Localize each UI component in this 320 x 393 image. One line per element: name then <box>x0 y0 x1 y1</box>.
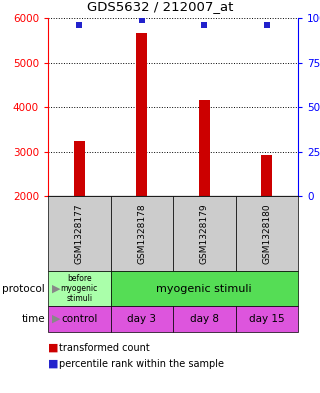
Text: day 3: day 3 <box>127 314 156 324</box>
Text: protocol: protocol <box>2 283 45 294</box>
Text: GSM1328177: GSM1328177 <box>75 203 84 264</box>
Text: myogenic stimuli: myogenic stimuli <box>156 283 252 294</box>
Text: control: control <box>61 314 97 324</box>
Text: GDS5632 / 212007_at: GDS5632 / 212007_at <box>87 0 233 13</box>
Text: day 8: day 8 <box>190 314 219 324</box>
Text: GSM1328178: GSM1328178 <box>137 203 146 264</box>
Text: ▶: ▶ <box>45 314 60 324</box>
Bar <box>136 33 148 196</box>
Text: percentile rank within the sample: percentile rank within the sample <box>59 359 224 369</box>
Text: ■: ■ <box>48 359 59 369</box>
Text: time: time <box>21 314 45 324</box>
Bar <box>74 141 85 196</box>
Bar <box>199 100 210 196</box>
Text: ▶: ▶ <box>45 283 60 294</box>
Text: day 15: day 15 <box>249 314 284 324</box>
Text: ■: ■ <box>48 343 59 353</box>
Text: GSM1328180: GSM1328180 <box>262 203 271 264</box>
Text: before
myogenic
stimuli: before myogenic stimuli <box>60 274 98 303</box>
Bar <box>261 155 272 196</box>
Text: GSM1328179: GSM1328179 <box>200 203 209 264</box>
Text: transformed count: transformed count <box>59 343 150 353</box>
